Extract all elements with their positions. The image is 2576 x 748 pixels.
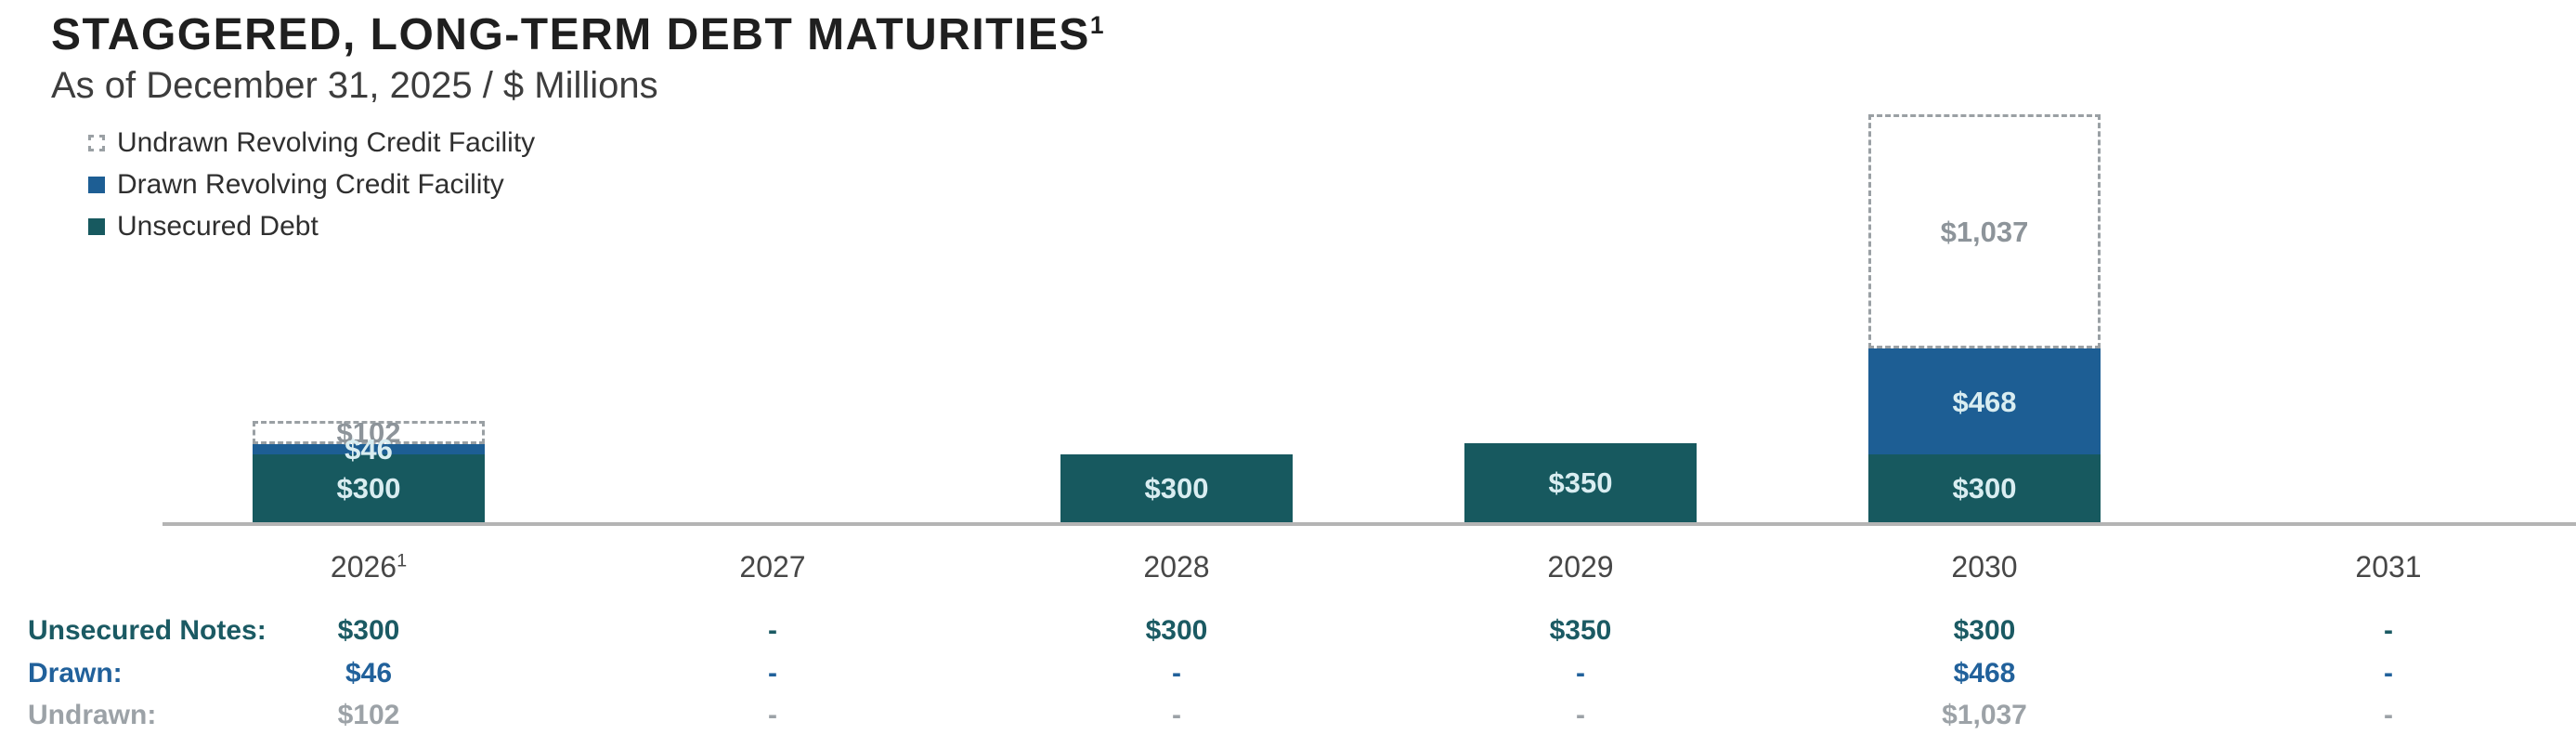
x-tick-2029: 2029: [1464, 550, 1697, 584]
bar-2028-unsecured-value: $300: [1144, 472, 1209, 505]
table-row-label-undrawn: Undrawn:: [28, 700, 157, 730]
page-title: STAGGERED, LONG-TERM DEBT MATURITIES1: [51, 9, 1104, 60]
legend-item-drawn: Drawn Revolving Credit Facility: [88, 164, 535, 205]
bar-2026-unsecured-value: $300: [336, 472, 401, 505]
bar-column-2031: [2272, 0, 2504, 522]
x-tick-2031: 2031: [2272, 550, 2504, 584]
bar-2030-undrawn-segment: $1,037: [1868, 114, 2101, 348]
table-cell: -: [2384, 658, 2393, 689]
bar-column-2030: $300 $468 $1,037: [1868, 0, 2101, 522]
bar-2026-drawn-value: $46: [345, 433, 393, 466]
table-cell: $300: [337, 615, 400, 646]
table-cell: -: [2384, 700, 2393, 730]
bar-2030-unsecured-segment: $300: [1868, 454, 2101, 522]
bar-column-2027: [657, 0, 889, 522]
unsecured-swatch-icon: [88, 217, 105, 235]
bar-2028-unsecured-segment: $300: [1060, 454, 1293, 522]
x-tick-label: 2030: [1951, 550, 2018, 584]
x-tick-2027: 2027: [657, 550, 889, 584]
x-tick-label: 2027: [739, 550, 806, 584]
bar-2030-unsecured-value: $300: [1952, 472, 2017, 505]
x-tick-2026: 20261: [253, 550, 485, 584]
table-cell: -: [768, 615, 777, 646]
bar-2029-unsecured-segment: $350: [1464, 443, 1697, 522]
x-tick-label: 2028: [1143, 550, 1210, 584]
table-cell: $300: [1145, 615, 1208, 646]
table-cell: -: [768, 700, 777, 730]
undrawn-swatch-icon: [88, 134, 105, 151]
legend-label: Undrawn Revolving Credit Facility: [117, 126, 536, 158]
table-cell: -: [768, 658, 777, 689]
bar-2026-undrawn-value: $102: [336, 416, 401, 449]
table-cell: $102: [337, 700, 400, 730]
x-tick-label: 2026: [330, 550, 397, 584]
table-cell: $468: [1953, 658, 2016, 689]
table-cell: -: [1576, 700, 1585, 730]
table-cell: -: [1172, 658, 1181, 689]
legend-label: Drawn Revolving Credit Facility: [117, 168, 504, 200]
table-cell: -: [1576, 658, 1585, 689]
legend-label: Unsecured Debt: [117, 210, 319, 242]
bar-2030-drawn-value: $468: [1952, 385, 2017, 418]
x-tick-label: 2031: [2355, 550, 2422, 584]
bar-2030-undrawn-value: $1,037: [1940, 215, 2029, 248]
page-title-text: STAGGERED, LONG-TERM DEBT MATURITIES: [51, 10, 1090, 59]
bar-column-2028: $300: [1060, 0, 1293, 522]
table-row-label-unsecured-notes: Unsecured Notes:: [28, 615, 267, 646]
bar-column-2026: $300 $46 $102: [253, 0, 485, 522]
legend-item-undrawn: Undrawn Revolving Credit Facility: [88, 122, 535, 164]
legend-item-unsecured: Unsecured Debt: [88, 205, 535, 247]
chart-legend: Undrawn Revolving Credit Facility Drawn …: [88, 122, 535, 247]
bar-2026-undrawn-segment: $102: [253, 416, 485, 449]
bar-2030-drawn-segment: $468: [1868, 348, 2101, 454]
bar-2026-unsecured-segment: $300: [253, 454, 485, 522]
table-cell: $1,037: [1942, 700, 2027, 730]
table-cell: -: [2384, 615, 2393, 646]
table-cell: $300: [1953, 615, 2016, 646]
table-cell: $46: [345, 658, 393, 689]
table-cell: $350: [1549, 615, 1612, 646]
page-subtitle: As of December 31, 2025 / $ Millions: [51, 65, 658, 106]
title-footnote: 1: [1089, 11, 1104, 39]
x-tick-footnote: 1: [397, 550, 408, 571]
table-cell: -: [1172, 700, 1181, 730]
x-tick-2028: 2028: [1060, 550, 1293, 584]
table-row-label-drawn: Drawn:: [28, 658, 123, 689]
x-tick-label: 2029: [1547, 550, 1614, 584]
x-tick-2030: 2030: [1868, 550, 2101, 584]
bar-2029-unsecured-value: $350: [1548, 466, 1613, 499]
drawn-swatch-icon: [88, 176, 105, 193]
bar-2026-drawn-segment: $46: [253, 435, 485, 464]
bar-column-2029: $350: [1464, 0, 1697, 522]
x-axis-line: [163, 522, 2576, 526]
